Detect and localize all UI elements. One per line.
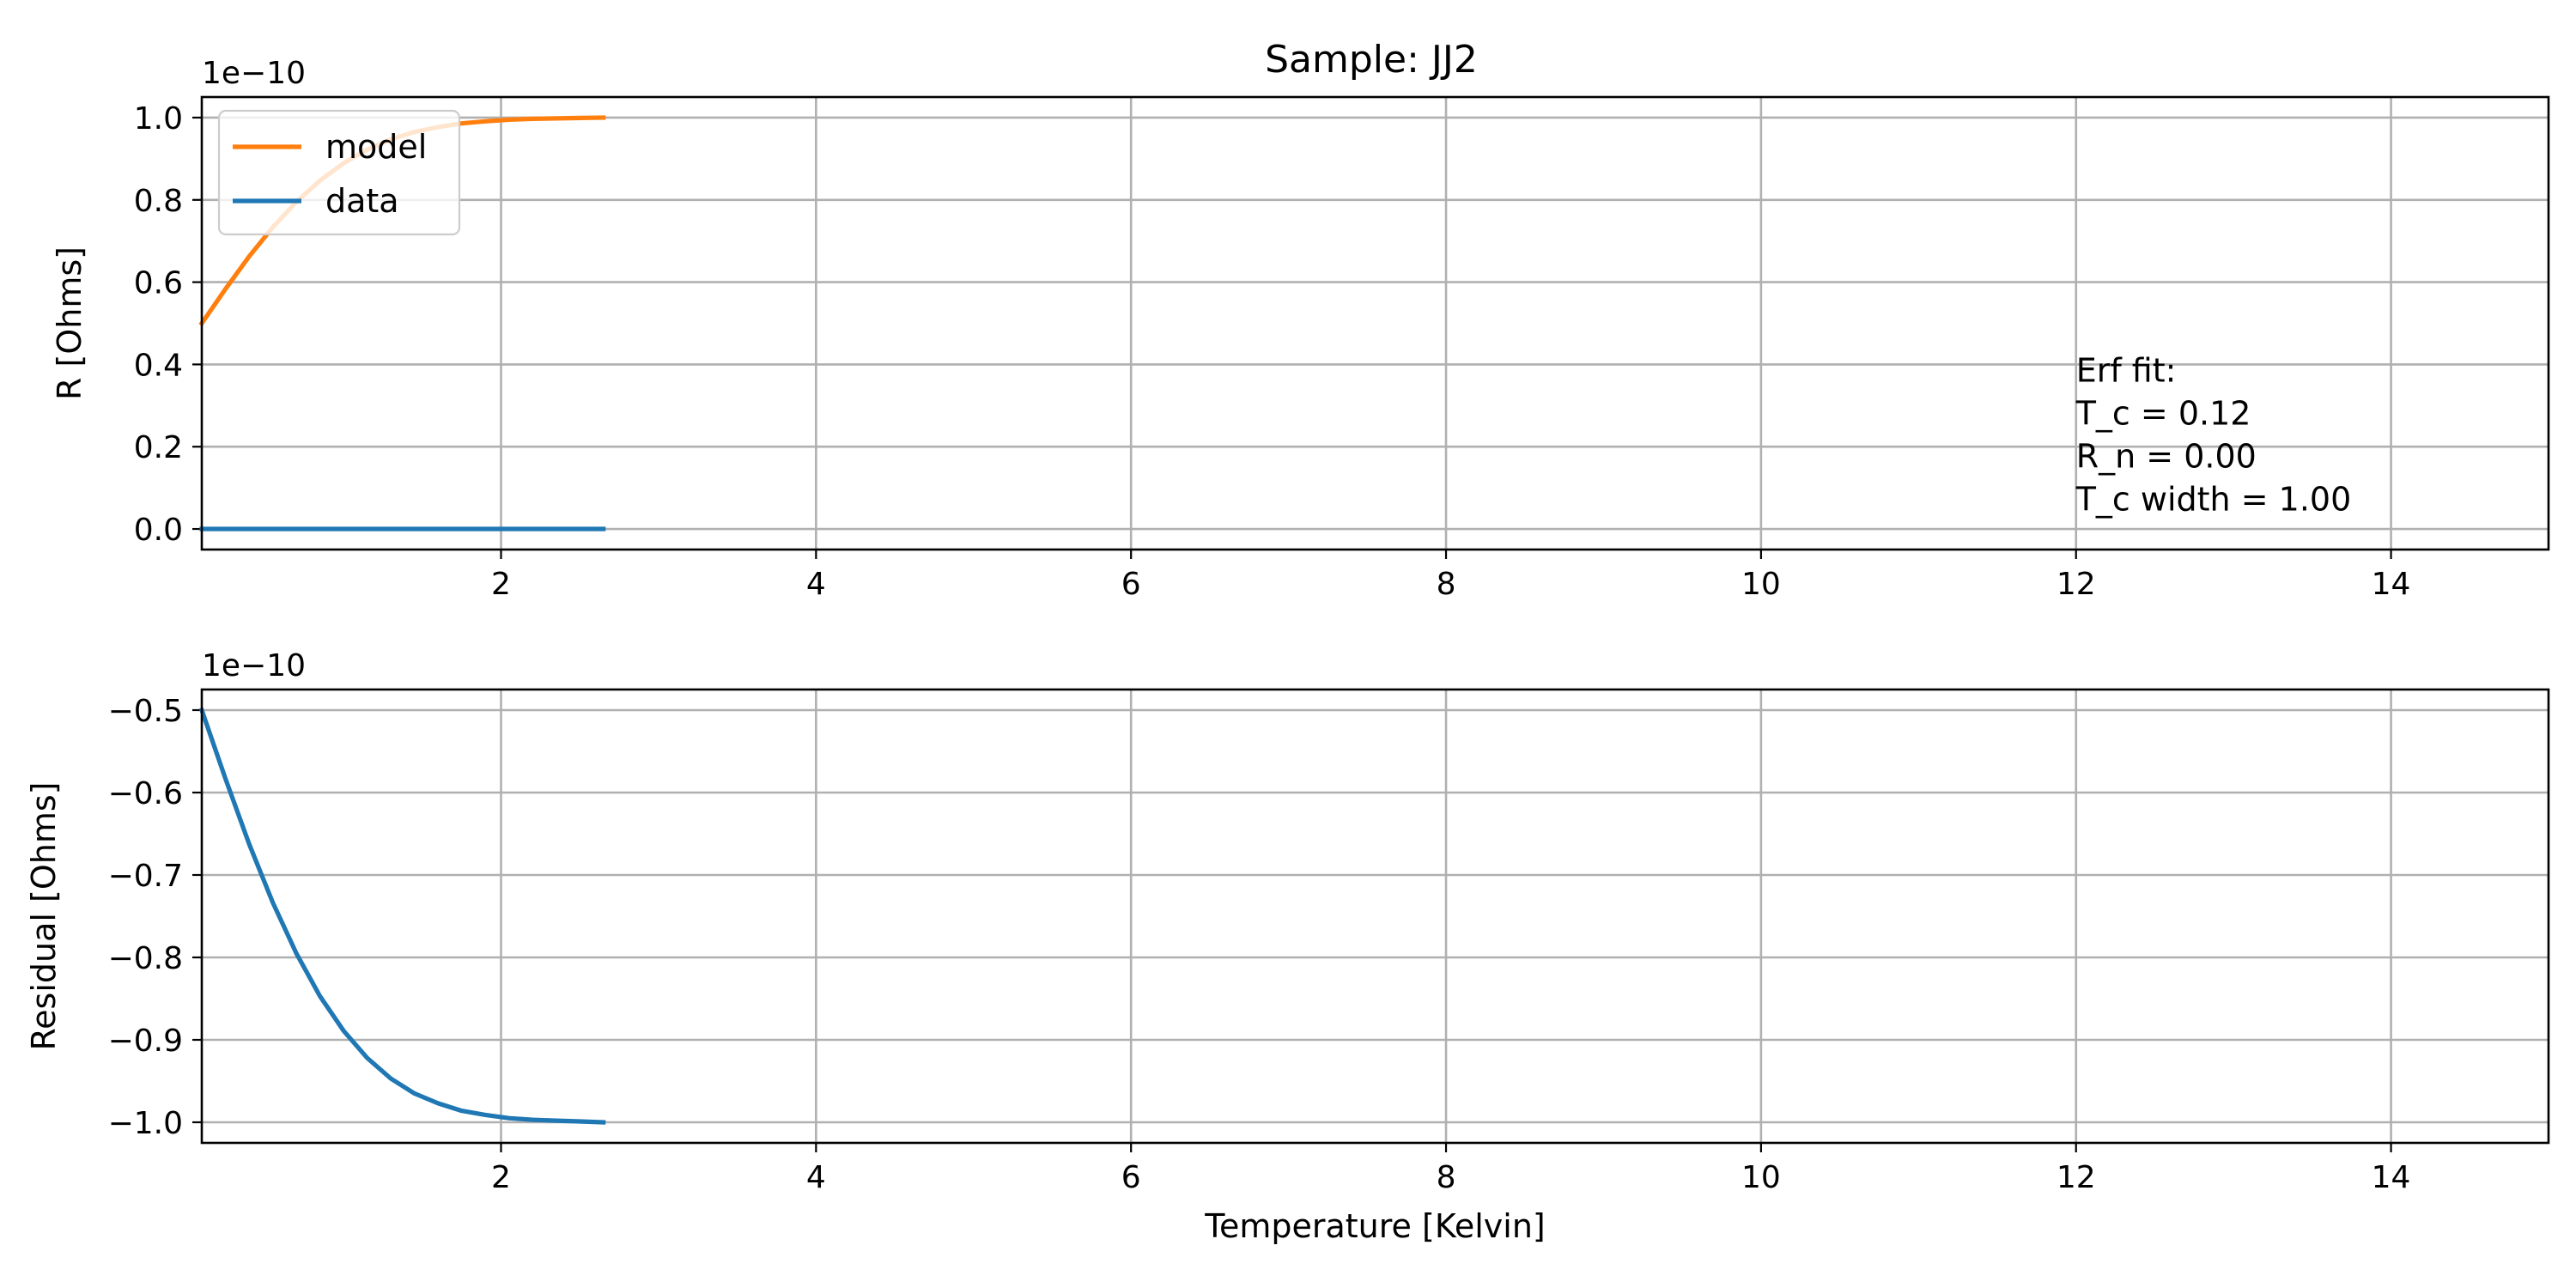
x-tick-label: 2 — [491, 567, 511, 602]
series-line-bottom-0 — [198, 707, 606, 1125]
y-tick-label: 0.6 — [134, 266, 183, 301]
legend-frame — [217, 109, 461, 236]
y-tick-label: 0.8 — [134, 184, 183, 219]
x-tick-label: 8 — [1437, 1160, 1456, 1195]
annotation-line: T_c = 0.12 — [2075, 394, 2251, 432]
figure-title: Sample: JJ2 — [1265, 38, 1478, 82]
x-tick-label: 8 — [1437, 567, 1456, 602]
x-tick-label: 12 — [2057, 567, 2096, 602]
y-axis-label: Residual [Ohms] — [25, 781, 63, 1050]
fit-annotation: Erf fit: T_c = 0.12 R_n = 0.00 T_c width = … — [2075, 351, 2352, 518]
x-tick-label: 6 — [1121, 1160, 1141, 1195]
legend-label-data: data — [325, 182, 399, 220]
x-tick-label: 14 — [2372, 1160, 2411, 1195]
y-tick-label: −0.6 — [108, 776, 183, 811]
axes-top: 2 4 6 8 10 12 14 0.0 0.2 0.4 0.6 0.8 1.0 1e−10 R [Ohms… — [51, 56, 2550, 602]
legend: model data — [217, 109, 461, 236]
annotation-line: T_c width = 1.00 — [2075, 480, 2352, 518]
x-tick-label: 4 — [806, 567, 826, 602]
x-tick-label: 10 — [1741, 1160, 1781, 1195]
offset-text: 1e−10 — [202, 56, 306, 91]
x-tick-label: 10 — [1741, 567, 1781, 602]
axes-bottom: 2 4 6 8 10 12 14 −1.0 −0.9 −0.8 −0.7 −0.6 −0.5 1e−10 R… — [25, 648, 2550, 1245]
y-tick-label: −1.0 — [108, 1106, 183, 1141]
y-tick-label: 0.4 — [134, 348, 183, 383]
x-tick-label: 6 — [1121, 567, 1141, 602]
y-tick-label: −0.9 — [108, 1024, 183, 1059]
x-tick-label: 4 — [806, 1160, 826, 1195]
x-tick-label: 14 — [2372, 567, 2411, 602]
x-tick-label: 12 — [2057, 1160, 2096, 1195]
y-tick-label: −0.8 — [108, 941, 183, 976]
annotation-line: Erf fit: — [2076, 351, 2177, 389]
y-tick-label: 1.0 — [134, 101, 183, 137]
y-tick-label: −0.5 — [108, 694, 183, 729]
y-tick-label: 0.0 — [134, 513, 183, 548]
panels: 2 4 6 8 10 12 14 0.0 0.2 0.4 0.6 0.8 1.0 1e−10 R [Ohms… — [25, 56, 2550, 1245]
x-tick-label: 2 — [491, 1160, 511, 1195]
y-tick-label: 0.2 — [134, 430, 183, 465]
offset-text: 1e−10 — [202, 648, 306, 683]
legend-label-model: model — [325, 128, 427, 166]
axes-frame — [200, 95, 2550, 551]
annotation-line: R_n = 0.00 — [2076, 437, 2257, 475]
x-axis-label: Temperature [Kelvin] — [1204, 1207, 1546, 1245]
axes-frame — [200, 688, 2550, 1145]
y-tick-label: −0.7 — [108, 859, 183, 894]
y-axis-label: R [Ohms] — [51, 246, 88, 400]
